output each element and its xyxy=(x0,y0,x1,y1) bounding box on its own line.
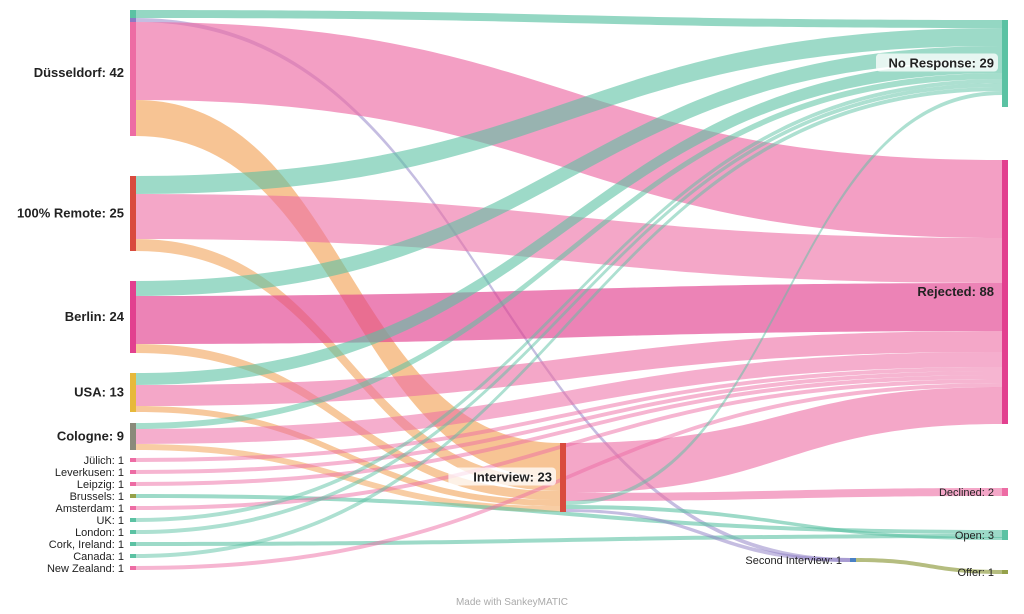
node-london xyxy=(130,530,136,534)
label-dusseldorf: Düsseldorf: 42 xyxy=(34,65,124,80)
label-uk: UK: 1 xyxy=(96,515,124,527)
node-newzealand xyxy=(130,566,136,570)
sankey-diagram: Düsseldorf: 42 100% Remote: 25 Berlin: 24 U… xyxy=(0,0,1024,614)
node-cork xyxy=(130,542,136,546)
node-berlin xyxy=(130,281,136,353)
node-dusseldorf xyxy=(130,10,136,136)
label-brussels: Brussels: 1 xyxy=(70,491,124,503)
label-second: Second Interview: 1 xyxy=(745,555,842,567)
label-offer: Offer: 1 xyxy=(958,567,994,579)
flows-layer xyxy=(136,10,1002,574)
label-julich: Jülich: 1 xyxy=(84,455,124,467)
label-canada: Canada: 1 xyxy=(73,551,124,563)
node-open xyxy=(1002,530,1008,540)
label-open: Open: 3 xyxy=(955,530,994,542)
node-rejected xyxy=(1002,160,1008,424)
node-usa xyxy=(130,373,136,412)
node-second xyxy=(850,558,856,562)
node-noresponse xyxy=(1002,20,1008,107)
label-leverkusen: Leverkusen: 1 xyxy=(55,467,124,479)
footer-credit: Made with SankeyMATIC xyxy=(0,597,1024,608)
label-leipzig: Leipzig: 1 xyxy=(77,479,124,491)
label-declined: Declined: 2 xyxy=(939,487,994,499)
label-amsterdam: Amsterdam: 1 xyxy=(56,503,124,515)
node-declined xyxy=(1002,488,1008,496)
node-cologne xyxy=(130,423,136,450)
node-amsterdam xyxy=(130,506,136,510)
label-rejected: Rejected: 88 xyxy=(917,284,994,299)
node-remote xyxy=(130,176,136,251)
flow-dusseldorf-to-noresponse xyxy=(136,10,1002,28)
node-leipzig xyxy=(130,482,136,486)
label-newzealand: New Zealand: 1 xyxy=(47,563,124,575)
node-julich xyxy=(130,458,136,462)
node-interview xyxy=(560,443,566,512)
label-london: London: 1 xyxy=(75,527,124,539)
label-cork: Cork, Ireland: 1 xyxy=(49,539,124,551)
label-cologne: Cologne: 9 xyxy=(57,429,124,444)
node-brussels xyxy=(130,494,136,498)
label-usa: USA: 13 xyxy=(74,385,124,400)
node-uk xyxy=(130,518,136,522)
node-canada xyxy=(130,554,136,558)
label-remote: 100% Remote: 25 xyxy=(17,206,124,221)
label-noresponse: No Response: 29 xyxy=(889,56,994,71)
node-offer xyxy=(1002,570,1008,574)
node-leverkusen xyxy=(130,470,136,474)
label-interview: Interview: 23 xyxy=(473,470,552,485)
node-dusseldorf-accent xyxy=(130,10,136,18)
node-dusseldorf-accent2 xyxy=(130,18,136,22)
label-berlin: Berlin: 24 xyxy=(65,309,125,324)
